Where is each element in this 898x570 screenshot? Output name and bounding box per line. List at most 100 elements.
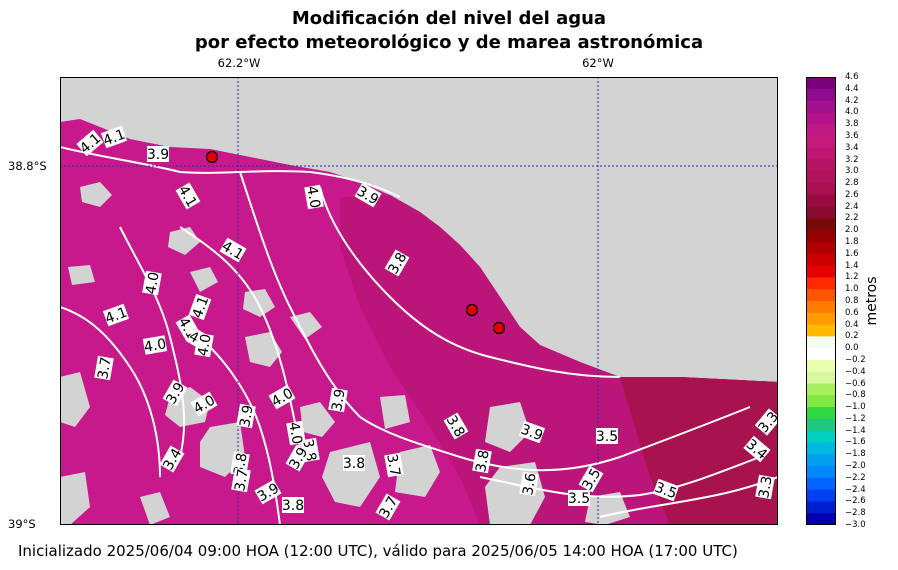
contour-label: 3.7 [231,467,252,493]
svg-text:3.9: 3.9 [518,422,544,445]
colorbar-tick-label: 0.8 [845,296,859,306]
colorbar-step [806,77,836,90]
contour-label: 3.5 [568,490,590,507]
svg-text:3.5: 3.5 [568,491,590,507]
contour-label: 3.6 [519,472,540,497]
colorbar-tick-label: 2.2 [845,213,859,224]
contour-label: 4.1 [100,125,128,150]
contour-label: 3.9 [328,387,349,413]
station-marker [465,303,479,317]
colorbar-step [806,112,836,125]
svg-text:4.0: 4.0 [143,271,163,296]
colorbar-tick-label: −2.4 [845,484,866,495]
svg-text:4.0: 4.0 [285,421,305,446]
colorbar-step [806,218,836,231]
graticule [60,77,778,525]
contour-label: 3.9 [236,403,257,429]
svg-text:3.8: 3.8 [343,456,365,472]
svg-text:4.1: 4.1 [190,294,213,320]
svg-text:3.8: 3.8 [282,498,304,514]
colorbar-step [806,194,836,208]
colorbar-unit-label: metros [864,276,880,326]
colorbar-step [806,230,836,243]
contour-label: 4.0 [194,332,215,358]
colorbar-step [806,383,836,396]
colorbar-tick-label: −1.2 [845,413,866,424]
colorbar-tick-label: −0.4 [845,366,866,377]
contour-label: 3.9 [147,146,169,163]
colorbar-tick-label: −2.6 [845,496,866,507]
svg-text:4.0: 4.0 [143,336,168,356]
colorbar-step [806,371,836,385]
contour-label: 4.0 [142,270,163,296]
contour-label: 4.0 [303,184,324,210]
colorbar-tick-label: 1.0 [845,284,859,295]
colorbar-tick-label: 0.4 [845,319,859,330]
colorbar-tick-label: 4.0 [845,107,859,118]
colorbar-step [806,312,836,326]
colorbar-step [806,277,836,290]
colorbar-tick-label: 0.2 [845,331,859,342]
colorbar-tick-label: 1.2 [845,272,859,283]
svg-text:4.0: 4.0 [195,333,215,358]
colorbar-step [806,336,836,349]
colorbar-tick-label: 0.6 [845,307,859,318]
colorbar-step [806,430,836,444]
title-line-1: Modificación del nivel del agua [291,8,607,29]
station-marker [492,321,506,335]
colorbar-tick-label: 2.4 [845,201,859,212]
svg-text:3.7: 3.7 [95,356,115,381]
colorbar-tick-label: −1.0 [845,402,866,413]
colorbar-tick-label: −2.2 [845,472,866,483]
colorbar-tick-label: −0.6 [845,378,866,389]
svg-text:3.9: 3.9 [147,147,169,163]
colorbar-tick-label: 2.8 [845,178,859,189]
title-line-2: por efecto meteorológico y de marea astr… [194,32,704,53]
colorbar-step [806,183,836,196]
colorbar-step [806,513,836,525]
lon-label-62-2w: 62.2°W [217,56,261,70]
colorbar-step [806,442,836,455]
contour-label: 3.7 [383,452,404,478]
colorbar-step [806,489,836,503]
svg-text:4.0: 4.0 [303,185,323,210]
contour-label: 3.7 [94,355,115,381]
colorbar-tick-label: −2.8 [845,508,866,519]
colorbar-tick-label: −1.4 [845,425,866,436]
lat-label-38-8s: 38.8°S [8,159,47,173]
svg-text:3.3: 3.3 [756,475,776,500]
contour-label: 3.8 [472,448,493,474]
colorbar-tick-label: 4.2 [845,95,859,106]
colorbar-step [806,253,836,267]
colorbar-step [806,477,836,491]
colorbar-tick-label: 1.6 [845,248,859,259]
colorbar-tick-label: 0.0 [845,343,859,354]
colorbar-step [806,88,836,102]
validity-footer: Inicializado 2025/06/04 09:00 HOA (12:00… [18,542,738,560]
colorbar-tick-label: −2.0 [845,461,866,472]
colorbar-tick-label: 1.8 [845,237,859,248]
contour-label: 4.1 [102,303,130,327]
colorbar-step [806,407,836,420]
svg-text:3.9: 3.9 [329,388,349,413]
contour-label: 4.0 [142,335,168,356]
svg-text:3.5: 3.5 [652,480,678,503]
colorbar-step [806,348,836,361]
colorbar-tick-label: −3.0 [845,520,866,530]
colorbar-step [806,466,836,479]
colorbar-tick-label: 3.8 [845,119,859,130]
map-panel[interactable]: 4.14.13.94.1 4.0 3.94.14.04.13.84.04.1 4.14… [60,77,778,525]
station-marker [205,150,219,164]
colorbar-step [806,418,836,432]
colorbar-step [806,242,836,255]
colorbar-step [806,124,836,137]
colorbar-tick-label: 4.4 [845,83,859,94]
colorbar-tick-label: −1.6 [845,437,866,448]
colorbar-step [806,100,836,113]
colorbar-tick-label: 2.0 [845,225,859,236]
colorbar-step [806,159,836,172]
colorbar-step [806,501,836,514]
svg-text:3.9: 3.9 [237,404,257,429]
svg-text:4.1: 4.1 [101,127,127,150]
svg-text:3.6: 3.6 [520,472,540,497]
